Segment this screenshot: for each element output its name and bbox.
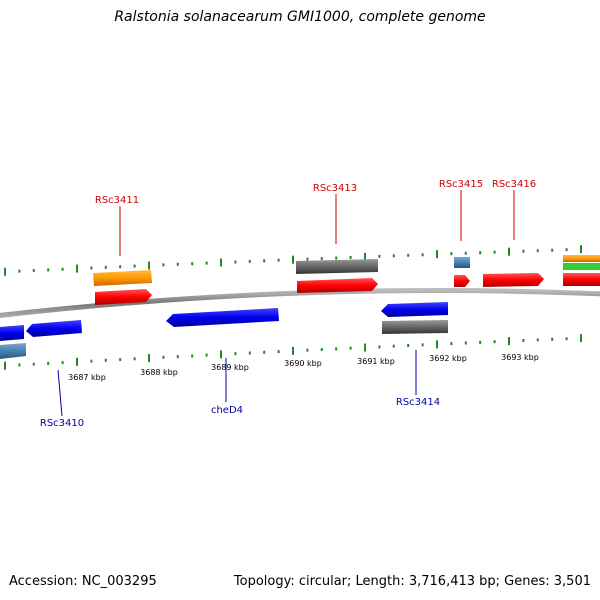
feature-cds-reverse-1[interactable] bbox=[0, 325, 24, 341]
gene-label-rsc3410[interactable]: RSc3410 bbox=[40, 418, 84, 429]
feature-cds-forward-1[interactable] bbox=[95, 289, 152, 305]
feature-gene-1[interactable] bbox=[296, 259, 378, 274]
feature-cds-forward-4[interactable] bbox=[483, 273, 544, 287]
feature-misc-2[interactable] bbox=[0, 343, 26, 359]
accession-text: Accession: NC_003295 bbox=[9, 574, 157, 589]
genome-title: Ralstonia solanacearum GMI1000, complete… bbox=[114, 9, 486, 25]
tick-label-3693: 3693 kbp bbox=[501, 353, 539, 362]
gene-label-rsc3414[interactable]: RSc3414 bbox=[396, 397, 440, 408]
tick-row-top bbox=[4, 245, 582, 276]
tick-labels: 3687 kbp 3688 kbp 3689 kbp 3690 kbp 3691… bbox=[68, 353, 539, 382]
feature-cds-reverse-3[interactable] bbox=[166, 308, 279, 327]
tick-label-3690: 3690 kbp bbox=[284, 359, 322, 368]
feature-orange-1[interactable] bbox=[93, 270, 152, 286]
feature-cds-forward-3[interactable] bbox=[454, 275, 470, 287]
tick-label-3689: 3689 kbp bbox=[211, 363, 249, 372]
feature-misc-1[interactable] bbox=[454, 257, 470, 268]
feature-gene-2[interactable] bbox=[382, 320, 448, 334]
tick-label-3692: 3692 kbp bbox=[429, 354, 467, 363]
feature-cds-forward-2[interactable] bbox=[297, 278, 378, 293]
gene-label-rsc3416[interactable]: RSc3416 bbox=[492, 179, 536, 190]
leader-line-rsc3410 bbox=[57, 369, 63, 417]
tick-row-bottom bbox=[4, 334, 582, 370]
feature-green-1[interactable] bbox=[563, 263, 600, 270]
feature-cds-reverse-4[interactable] bbox=[381, 302, 448, 317]
gene-label-ched4[interactable]: cheD4 bbox=[211, 405, 243, 416]
gene-labels: RSc3411 RSc3413 RSc3415 RSc3416 RSc3410 … bbox=[40, 179, 536, 429]
tick-label-3688: 3688 kbp bbox=[140, 368, 178, 377]
gene-label-rsc3411[interactable]: RSc3411 bbox=[95, 195, 139, 206]
feature-cds-forward-5[interactable] bbox=[563, 273, 600, 286]
gene-label-rsc3413[interactable]: RSc3413 bbox=[313, 183, 357, 194]
feature-orange-2[interactable] bbox=[563, 255, 600, 262]
feature-cds-reverse-2[interactable] bbox=[26, 320, 82, 337]
genome-summary-text: Topology: circular; Length: 3,716,413 bp… bbox=[233, 574, 591, 589]
tick-label-3687: 3687 kbp bbox=[68, 373, 106, 382]
genome-backbone bbox=[0, 287, 600, 318]
feature-track bbox=[0, 255, 600, 359]
gene-label-rsc3415[interactable]: RSc3415 bbox=[439, 179, 483, 190]
tick-label-3691: 3691 kbp bbox=[357, 357, 395, 366]
